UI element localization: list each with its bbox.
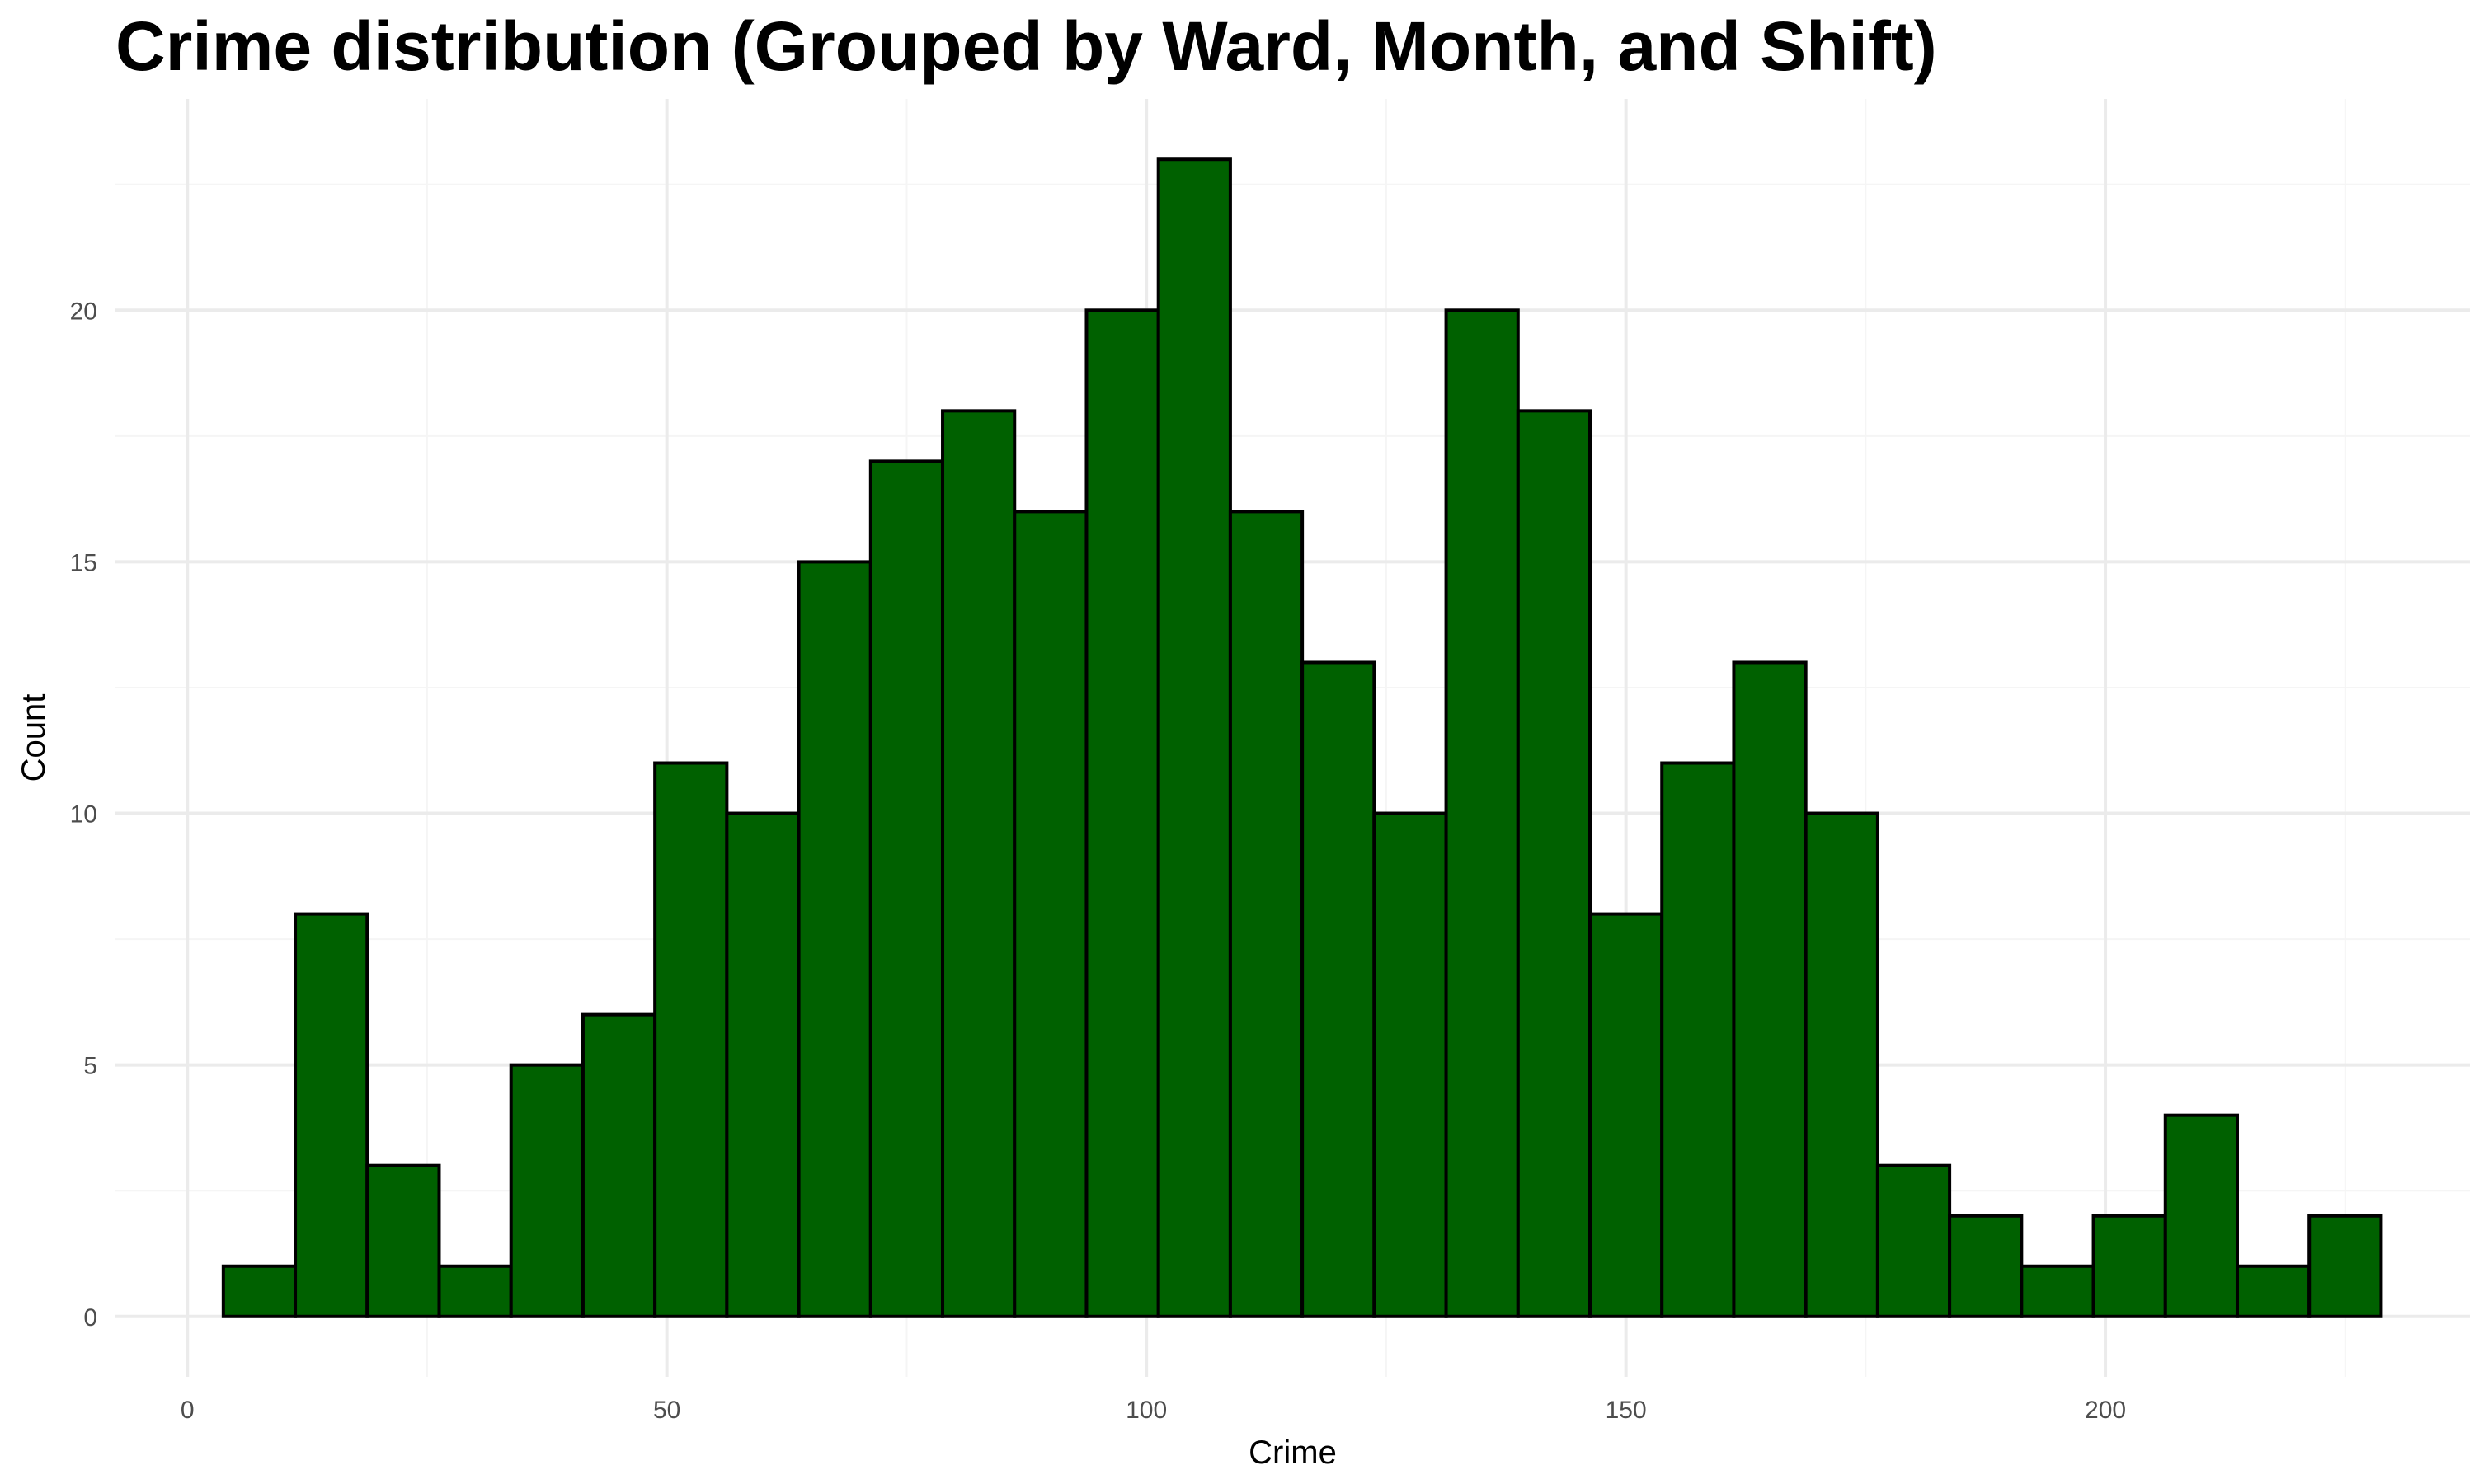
histogram-bar: [797, 560, 872, 1318]
histogram-bar: [294, 912, 369, 1318]
histogram-bar: [1084, 308, 1160, 1318]
x-tick-label: 200: [2085, 1397, 2126, 1424]
histogram-bar: [1156, 157, 1232, 1318]
histogram-bar: [2307, 1214, 2383, 1318]
y-tick-label: 20: [70, 298, 97, 325]
histogram-bar: [2235, 1264, 2312, 1318]
histogram-bar: [365, 1163, 441, 1318]
chart-title: Crime distribution (Grouped by Ward, Mon…: [115, 7, 1937, 85]
histogram-bar: [1013, 510, 1089, 1318]
axis-tick-labels: 0 50 100 150 200 0 5 10 15 20: [70, 298, 2126, 1424]
histogram-bar: [1588, 912, 1664, 1318]
histogram-bar: [653, 761, 729, 1318]
histogram-bar: [1875, 1163, 1952, 1318]
histogram-bar: [1948, 1214, 2024, 1318]
histogram-bar: [1300, 660, 1376, 1318]
histogram-bar: [1516, 409, 1592, 1318]
histogram-bar: [941, 409, 1017, 1318]
x-tick-label: 150: [1606, 1397, 1647, 1424]
histogram-bar: [1372, 811, 1448, 1318]
histogram-bar: [581, 1012, 657, 1318]
histogram-bar: [1804, 811, 1879, 1318]
histogram-bar: [1732, 660, 1808, 1318]
x-tick-label: 50: [653, 1397, 680, 1424]
x-tick-label: 100: [1126, 1397, 1167, 1424]
histogram-bar: [725, 811, 801, 1318]
y-tick-label: 5: [83, 1053, 97, 1080]
histogram-bar: [2091, 1214, 2167, 1318]
y-tick-label: 0: [83, 1304, 97, 1331]
histogram-bar: [2020, 1264, 2095, 1318]
histogram-bar: [221, 1264, 298, 1318]
y-tick-label: 15: [70, 549, 97, 576]
histogram-bar: [868, 459, 945, 1318]
grid-lines: [115, 99, 2470, 1377]
histogram-bar: [437, 1264, 513, 1318]
y-axis-title: Count: [16, 694, 52, 782]
y-tick-label: 10: [70, 801, 97, 829]
histogram-bar: [1444, 308, 1520, 1318]
histogram-bar: [1660, 761, 1736, 1318]
x-axis-title: Crime: [1249, 1435, 1337, 1471]
histogram-bar: [2163, 1113, 2239, 1318]
histogram-bar: [1228, 510, 1305, 1318]
histogram-bars: [221, 157, 2383, 1318]
x-tick-label: 0: [181, 1397, 195, 1424]
histogram-bar: [509, 1063, 585, 1318]
